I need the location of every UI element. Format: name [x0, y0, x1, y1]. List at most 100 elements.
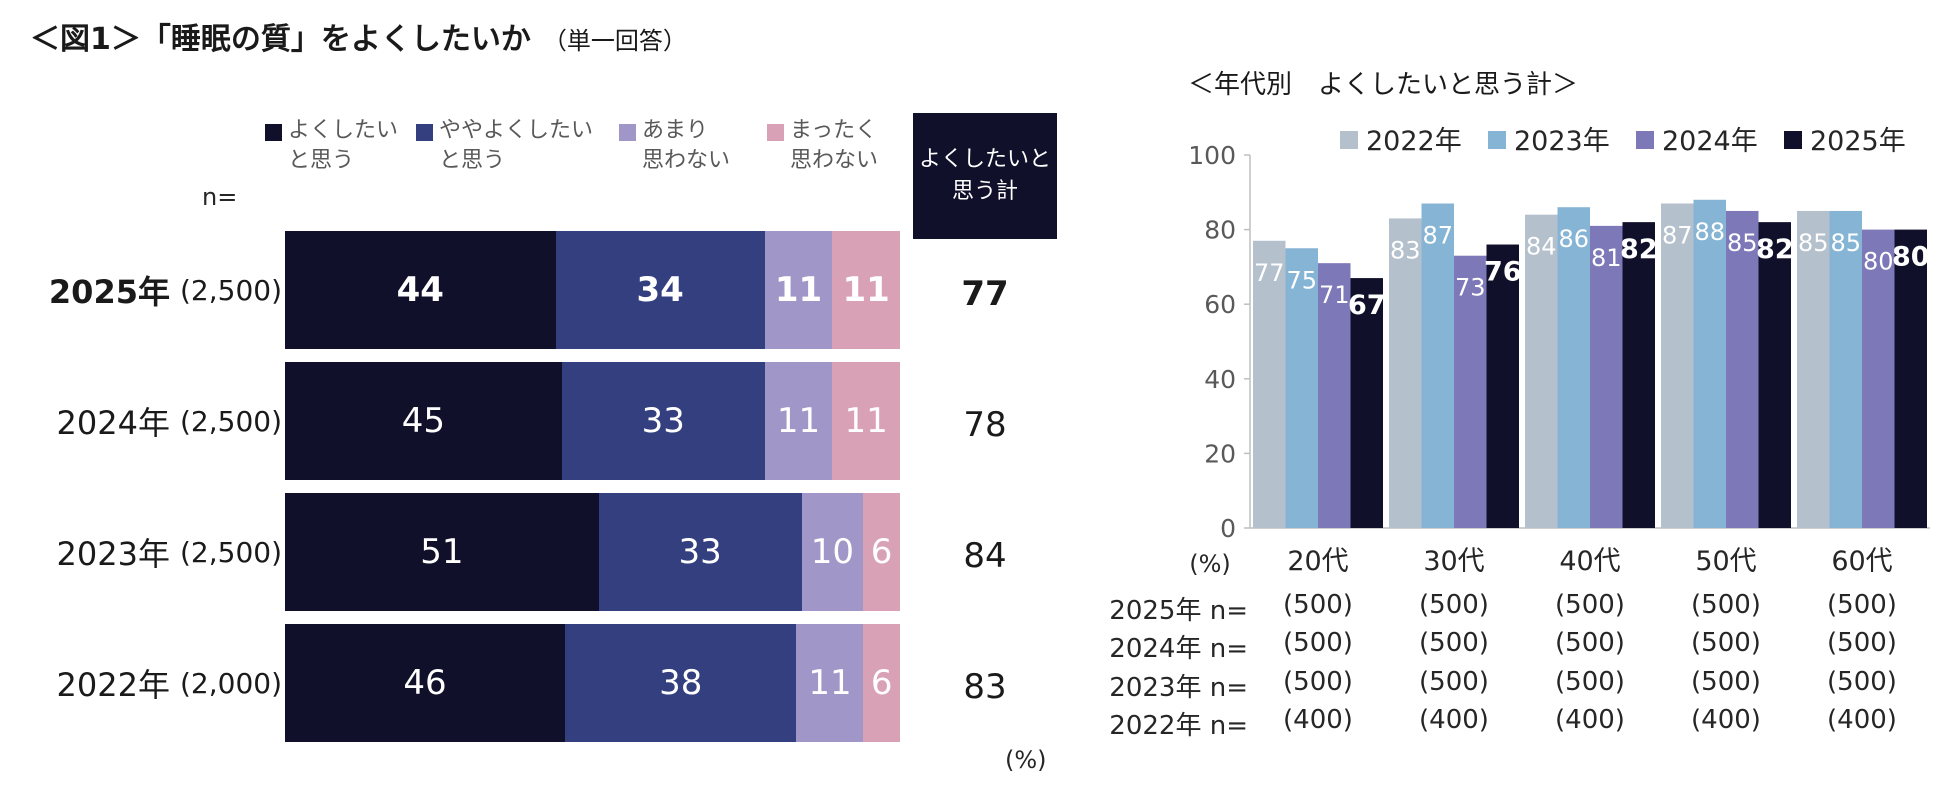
legend-swatch: [416, 124, 433, 141]
bar: [1862, 229, 1895, 528]
sample-size-row-label: 2025年 n=: [1109, 596, 1248, 626]
data-label: 85: [1830, 229, 1861, 257]
legend-label: 2025年: [1810, 126, 1906, 157]
legend-item: よくしたい と思う: [265, 116, 398, 176]
bar-segment: 6: [863, 493, 900, 611]
bar: [1486, 244, 1519, 528]
bar: [1797, 210, 1830, 528]
row-sample-size: (2,500): [179, 535, 282, 569]
data-label: 71: [1319, 281, 1350, 309]
y-tick-label: 100: [1188, 141, 1236, 170]
data-label: 81: [1591, 244, 1622, 272]
figure-title-main: ＜図1＞「睡眠の質」をよくしたいか: [30, 22, 531, 57]
data-label: 83: [1390, 236, 1421, 264]
bar-segment: 11: [796, 624, 864, 742]
bar-segment: 44: [285, 231, 556, 349]
left-unit-label: (%): [1005, 746, 1047, 774]
bar-segment: 51: [285, 493, 599, 611]
data-label: 82: [1756, 234, 1794, 265]
legend-label: 2024年: [1662, 126, 1758, 157]
sample-size-value: (400): [1283, 705, 1353, 735]
row-label: 2024年 (2,500): [20, 362, 282, 480]
x-tick-label: 50代: [1695, 546, 1756, 577]
row-year: 2025年: [48, 273, 170, 311]
data-label: 88: [1694, 218, 1725, 246]
sample-size-value: (500): [1691, 667, 1761, 697]
bar-segment: 11: [832, 231, 900, 349]
y-tick-label: 0: [1220, 514, 1236, 543]
bar: [1894, 229, 1927, 528]
legend-label: まったく 思わない: [790, 118, 879, 173]
sample-size-value: (400): [1419, 705, 1489, 735]
bar-segment: 10: [801, 493, 864, 611]
sample-size-value: (500): [1283, 667, 1353, 697]
bar: [1829, 210, 1862, 528]
data-label: 82: [1620, 234, 1658, 265]
sample-size-value: (500): [1555, 628, 1625, 658]
bar: [1454, 255, 1487, 528]
legend-item: まったく 思わない: [767, 116, 878, 176]
sample-size-value: (500): [1827, 628, 1897, 658]
bar: [1726, 210, 1759, 528]
row-sample-size: (2,500): [179, 273, 282, 307]
legend-item: あまり 思わない: [619, 116, 730, 176]
bar-segment: 11: [764, 231, 833, 349]
bar: [1350, 278, 1383, 528]
row-label: 2022年 (2,000): [20, 624, 282, 742]
bar-segment: 45: [285, 362, 562, 480]
total-value: 77: [961, 274, 1009, 314]
y-axis-unit: (%): [1189, 550, 1231, 578]
sample-size-value: (500): [1691, 590, 1761, 620]
sample-size-value: (500): [1555, 590, 1625, 620]
x-tick-label: 40代: [1559, 546, 1620, 577]
bar-segment: 33: [561, 362, 765, 480]
row-label: 2023年 (2,500): [20, 493, 282, 611]
data-label: 77: [1254, 259, 1285, 287]
total-header: よくしたいと 思う計: [913, 113, 1057, 239]
legend-swatch: [1636, 131, 1654, 149]
sample-size-value: (400): [1827, 705, 1897, 735]
sample-size-value: (500): [1555, 667, 1625, 697]
sample-size-value: (500): [1419, 667, 1489, 697]
sample-size-row-label: 2023年 n=: [1109, 673, 1248, 703]
bar: [1253, 240, 1286, 529]
bar-segment: 33: [598, 493, 802, 611]
bar-segment: 38: [565, 624, 797, 742]
sample-size-value: (400): [1691, 705, 1761, 735]
row-label: 2025年 (2,500): [20, 231, 282, 349]
sample-size-value: (500): [1419, 590, 1489, 620]
legend-swatch: [619, 124, 636, 141]
bar: [1421, 203, 1454, 529]
data-label: 86: [1558, 225, 1589, 253]
bar: [1525, 214, 1558, 528]
row-year: 2023年: [56, 535, 170, 573]
bar: [1590, 225, 1623, 528]
legend-item: ややよくしたい と思う: [416, 116, 593, 176]
legend-swatch: [1784, 131, 1802, 149]
data-label: 75: [1286, 266, 1317, 294]
sample-size-value: (500): [1827, 667, 1897, 697]
data-label: 87: [1662, 221, 1693, 249]
bar-segment: 11: [832, 362, 900, 480]
row-sample-size: (2,500): [179, 404, 282, 438]
sample-size-value: (500): [1691, 628, 1761, 658]
total-value: 78: [963, 405, 1007, 445]
y-tick-label: 40: [1204, 365, 1236, 394]
data-label: 85: [1727, 229, 1758, 257]
y-tick-label: 80: [1204, 216, 1236, 245]
row-year: 2022年: [56, 666, 170, 704]
legend-label: よくしたい と思う: [288, 118, 399, 173]
x-tick-label: 20代: [1287, 546, 1348, 577]
bar: [1557, 207, 1590, 528]
sample-size-row-label: 2022年 n=: [1109, 711, 1248, 741]
data-label: 87: [1422, 221, 1453, 249]
data-label: 84: [1526, 233, 1557, 261]
y-tick-label: 20: [1204, 439, 1236, 468]
bar-segment: 6: [863, 624, 900, 742]
figure-title: ＜図1＞「睡眠の質」をよくしたいか （単一回答）: [30, 14, 687, 58]
data-label: 67: [1348, 290, 1386, 321]
sample-size-row-label: 2024年 n=: [1109, 634, 1248, 664]
legend-swatch: [1488, 131, 1506, 149]
y-tick-label: 60: [1204, 290, 1236, 319]
